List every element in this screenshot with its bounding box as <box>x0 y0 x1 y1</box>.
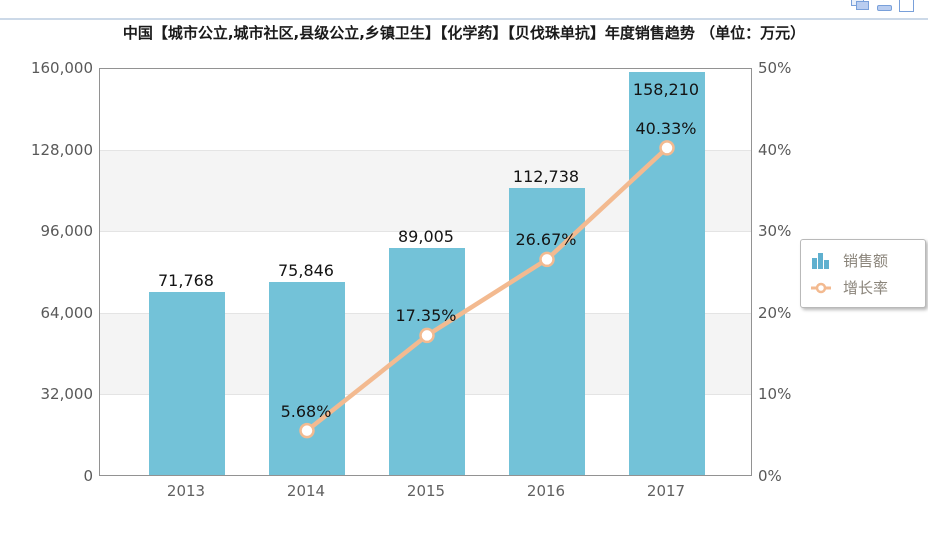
growth-value-label: 40.33% <box>635 118 697 138</box>
y-axis-tick-right: 20% <box>758 303 792 322</box>
y-axis-tick-right: 0% <box>758 467 782 485</box>
growth-value-label: 17.35% <box>395 306 457 326</box>
legend-label: 销售额 <box>843 252 889 270</box>
legend-item-sales[interactable]: 销售额 <box>811 247 915 274</box>
x-axis-tick: 2015 <box>406 482 446 500</box>
y-axis-tick-right: 40% <box>758 140 792 159</box>
y-axis-tick-left: 160,000 <box>30 59 93 77</box>
line-chart-icon <box>811 279 831 297</box>
grid-band <box>100 231 751 312</box>
x-axis-tick: 2016 <box>526 482 566 500</box>
x-axis-tick: 2013 <box>166 482 206 500</box>
y-axis-tick-left: 64,000 <box>40 303 94 322</box>
growth-marker <box>419 327 435 344</box>
sales-bar <box>629 71 705 475</box>
growth-marker <box>299 422 315 439</box>
growth-value-label: 5.68% <box>280 401 332 421</box>
bar-chart-icon <box>811 252 831 270</box>
sales-bar <box>149 292 225 475</box>
legend: 销售额 增长率 <box>800 239 926 308</box>
growth-marker <box>659 140 675 156</box>
maximize-icon[interactable] <box>899 0 914 12</box>
x-axis-tick: 2017 <box>646 482 686 500</box>
y-axis-tick-left: 0 <box>83 467 93 485</box>
header-divider <box>0 18 928 20</box>
bar-value-label: 75,846 <box>278 260 334 280</box>
y-axis-tick-right: 50% <box>758 59 792 77</box>
y-axis-tick-left: 32,000 <box>40 385 94 404</box>
minimize-icon[interactable] <box>877 5 892 11</box>
bar-value-label: 89,005 <box>398 227 454 247</box>
cascade-windows-icon[interactable] <box>851 0 871 13</box>
y-axis-tick-left: 96,000 <box>40 222 94 241</box>
growth-marker <box>539 251 555 268</box>
sales-bar <box>389 248 465 475</box>
cascade-front-rect <box>856 1 869 10</box>
legend-item-growth[interactable]: 增长率 <box>811 274 915 301</box>
y-axis-tick-right: 30% <box>758 222 792 241</box>
y-axis-tick-right: 10% <box>758 385 792 404</box>
growth-value-label: 26.67% <box>515 230 577 250</box>
growth-line-series <box>299 140 675 439</box>
sales-bar <box>269 281 345 475</box>
bar-value-label: 71,768 <box>158 270 214 290</box>
chart-title: 中国【城市公立,城市社区,县级公立,乡镇卫生】【化学药】【贝伐珠单抗】年度销售趋… <box>122 24 806 42</box>
y-axis-tick-left: 128,000 <box>30 140 93 159</box>
legend-label: 增长率 <box>843 279 889 297</box>
window-controls-bar <box>0 0 928 20</box>
x-axis-tick: 2014 <box>286 482 326 500</box>
bar-value-label: 158,210 <box>632 79 700 99</box>
bar-value-label: 112,738 <box>512 166 580 186</box>
growth-line <box>305 146 669 433</box>
plot-area <box>99 68 752 476</box>
